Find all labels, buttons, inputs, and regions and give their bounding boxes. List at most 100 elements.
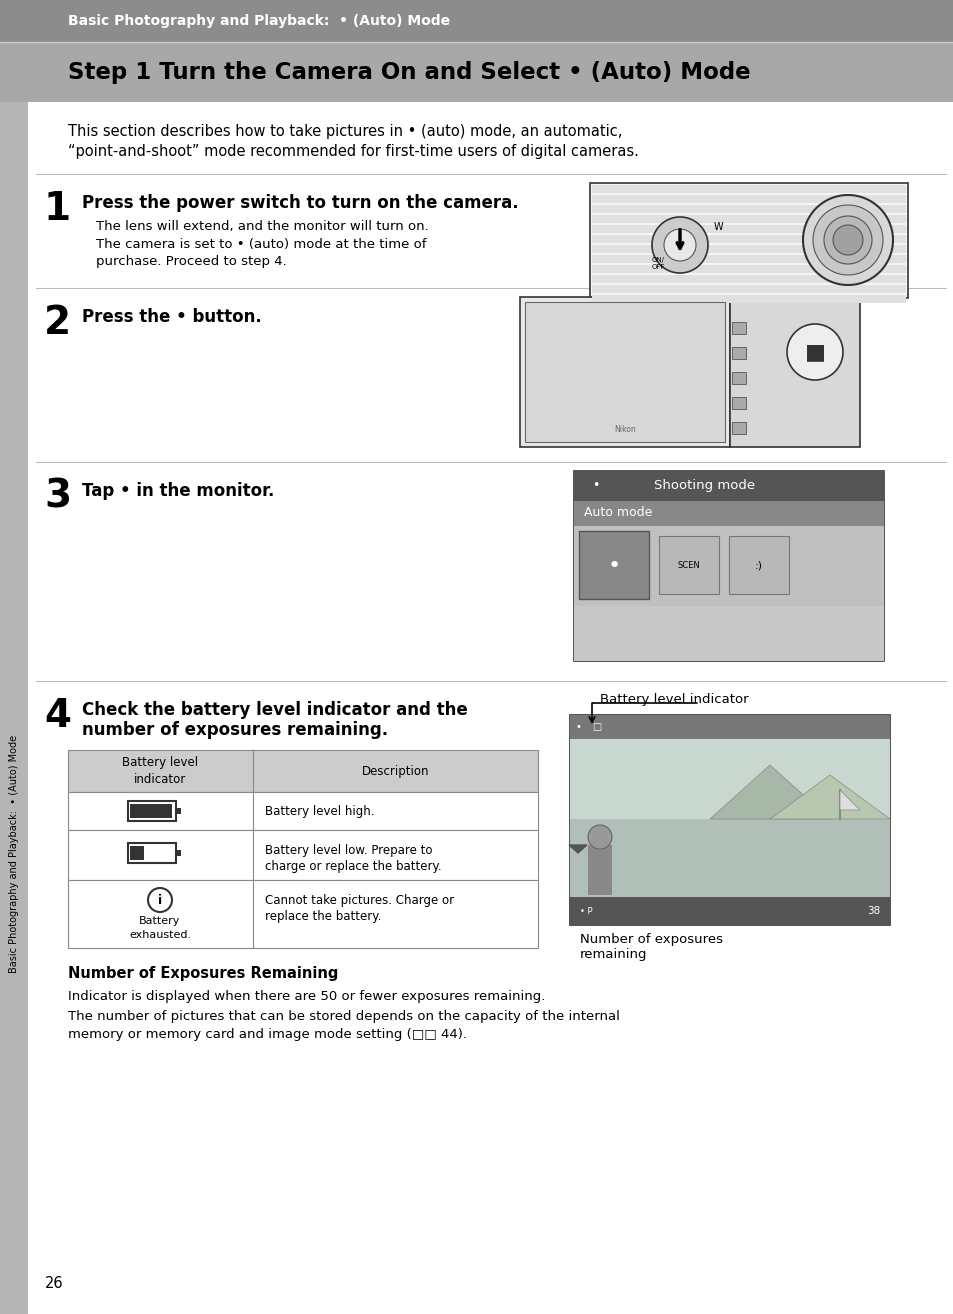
FancyArrow shape	[568, 845, 586, 853]
Text: Cannot take pictures. Charge or: Cannot take pictures. Charge or	[265, 894, 454, 907]
Text: Press the power switch to turn on the camera.: Press the power switch to turn on the ca…	[82, 194, 518, 212]
Text: Auto mode: Auto mode	[583, 506, 652, 519]
Bar	[592, 265, 905, 273]
Bar	[519, 297, 729, 447]
Polygon shape	[823, 215, 871, 264]
Bar	[175, 850, 181, 855]
Bar	[569, 715, 889, 925]
Bar	[589, 183, 907, 298]
Text: Basic Photography and Playback:  • (Auto) Mode: Basic Photography and Playback: • (Auto)…	[9, 735, 19, 972]
Circle shape	[148, 888, 172, 912]
Bar	[592, 275, 905, 283]
Bar	[68, 792, 537, 830]
Text: Check the battery level indicator and the: Check the battery level indicator and th…	[82, 700, 467, 719]
Bar	[574, 470, 883, 501]
Bar	[569, 738, 889, 819]
Bar	[0, 102, 28, 1314]
Text: Battery: Battery	[139, 916, 180, 926]
Text: ■: ■	[803, 342, 824, 361]
Text: 3: 3	[44, 478, 71, 516]
Text: Press the • button.: Press the • button.	[82, 307, 261, 326]
Bar	[569, 819, 889, 899]
Bar	[592, 205, 905, 213]
Text: Battery level
indicator: Battery level indicator	[122, 756, 198, 786]
Bar	[592, 244, 905, 254]
Polygon shape	[840, 790, 859, 809]
Bar	[731, 322, 745, 334]
Text: This section describes how to take pictures in • (auto) mode, an automatic,: This section describes how to take pictu…	[68, 124, 621, 139]
Bar	[574, 606, 883, 661]
Bar	[592, 185, 905, 193]
Bar	[731, 422, 745, 434]
Bar	[68, 830, 537, 880]
Circle shape	[587, 825, 612, 849]
Bar	[587, 845, 612, 895]
Bar	[68, 750, 537, 792]
Text: Battery level indicator: Battery level indicator	[599, 692, 748, 706]
Text: SCEN: SCEN	[677, 561, 700, 570]
Bar	[659, 536, 719, 594]
Text: Battery level high.: Battery level high.	[265, 804, 375, 817]
Text: Step 1 Turn the Camera On and Select • (Auto) Mode: Step 1 Turn the Camera On and Select • (…	[68, 60, 750, 84]
Text: • P: • P	[579, 907, 592, 916]
Text: :): :)	[754, 561, 762, 572]
Polygon shape	[832, 225, 862, 255]
Text: The camera is set to • (auto) mode at the time of: The camera is set to • (auto) mode at th…	[96, 238, 426, 251]
Text: •: •	[607, 556, 620, 576]
Text: charge or replace the battery.: charge or replace the battery.	[265, 859, 441, 872]
Polygon shape	[651, 217, 707, 273]
Bar	[592, 235, 905, 243]
Text: replace the battery.: replace the battery.	[265, 911, 381, 922]
Text: 4: 4	[44, 696, 71, 735]
Text: The number of pictures that can be stored depends on the capacity of the interna: The number of pictures that can be store…	[68, 1010, 619, 1024]
Text: Shooting mode: Shooting mode	[654, 480, 755, 493]
Bar	[574, 526, 883, 606]
Bar	[128, 844, 175, 863]
Bar	[578, 531, 648, 599]
Text: 38: 38	[866, 905, 879, 916]
Text: 1: 1	[44, 191, 71, 229]
Text: memory or memory card and image mode setting (□□ 44).: memory or memory card and image mode set…	[68, 1028, 467, 1041]
Text: □: □	[592, 721, 600, 732]
Text: Indicator is displayed when there are 50 or fewer exposures remaining.: Indicator is displayed when there are 50…	[68, 989, 545, 1003]
Polygon shape	[802, 194, 892, 285]
Text: purchase. Proceed to step 4.: purchase. Proceed to step 4.	[96, 255, 287, 268]
Polygon shape	[786, 325, 842, 380]
Text: exhausted.: exhausted.	[129, 930, 191, 940]
Bar	[569, 897, 889, 925]
Bar	[0, 0, 953, 42]
Bar	[731, 397, 745, 409]
Bar	[592, 285, 905, 293]
Text: •: •	[592, 480, 598, 493]
Polygon shape	[663, 229, 696, 261]
Bar	[130, 846, 144, 859]
Bar	[728, 536, 788, 594]
Text: ON/
OFF: ON/ OFF	[651, 258, 664, 269]
Text: Tap • in the monitor.: Tap • in the monitor.	[82, 482, 274, 501]
Bar	[592, 255, 905, 263]
Text: Number of Exposures Remaining: Number of Exposures Remaining	[68, 966, 338, 982]
Polygon shape	[769, 775, 889, 819]
Text: i: i	[158, 894, 162, 907]
Text: Battery level low. Prepare to: Battery level low. Prepare to	[265, 844, 432, 857]
Polygon shape	[709, 765, 829, 819]
Bar	[729, 297, 859, 447]
Bar	[130, 804, 172, 819]
Bar	[731, 347, 745, 359]
Bar	[592, 215, 905, 223]
Text: 26: 26	[45, 1276, 64, 1292]
Bar	[731, 372, 745, 384]
Text: •: •	[576, 721, 581, 732]
Text: W: W	[713, 222, 722, 233]
Text: “point-and-shoot” mode recommended for first-time users of digital cameras.: “point-and-shoot” mode recommended for f…	[68, 145, 639, 159]
Polygon shape	[812, 205, 882, 275]
Bar	[524, 302, 724, 442]
Bar	[175, 808, 181, 813]
Bar	[128, 802, 175, 821]
Text: number of exposures remaining.: number of exposures remaining.	[82, 721, 388, 738]
Text: Basic Photography and Playback:  • (Auto) Mode: Basic Photography and Playback: • (Auto)…	[68, 14, 450, 28]
Text: Description: Description	[361, 765, 429, 778]
Bar	[68, 880, 537, 947]
Bar	[574, 470, 883, 661]
Text: The lens will extend, and the monitor will turn on.: The lens will extend, and the monitor wi…	[96, 219, 428, 233]
